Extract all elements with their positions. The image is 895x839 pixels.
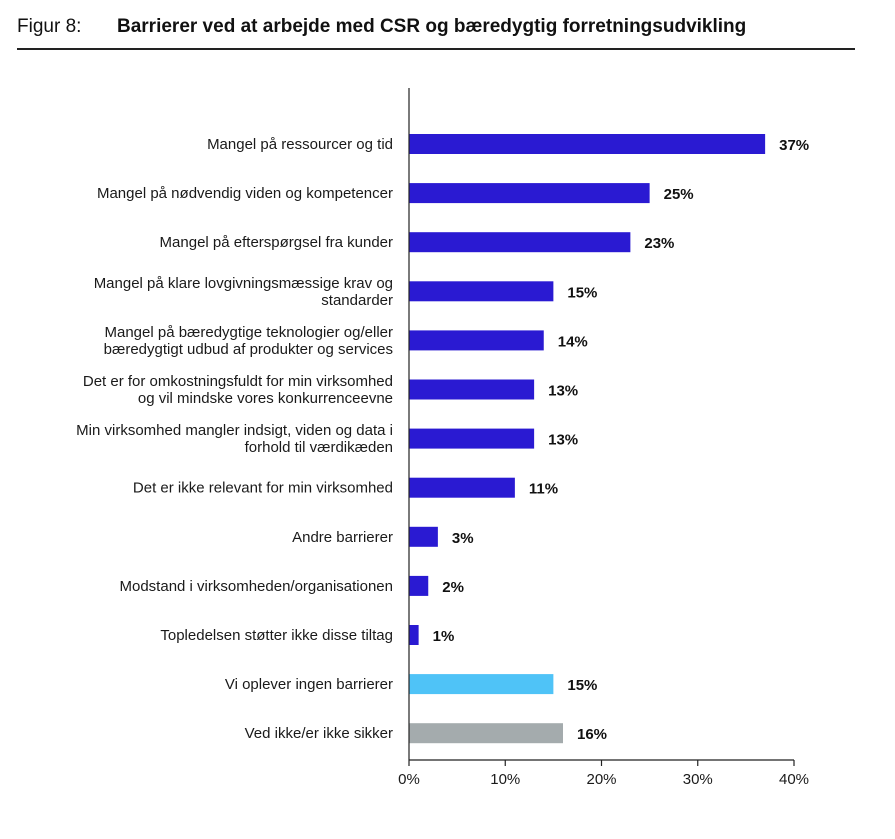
bar: [409, 281, 554, 302]
figure-label: Figur 8:: [17, 16, 82, 37]
x-tick-label: 20%: [586, 771, 616, 788]
category-label: forhold til værdikæden: [245, 439, 393, 456]
value-label: 15%: [567, 284, 597, 301]
category-label: Min virksomhed mangler indsigt, viden og…: [76, 422, 393, 439]
category-label: Topledelsen støtter ikke disse tiltag: [160, 627, 393, 644]
value-label: 16%: [577, 726, 607, 743]
category-label: Det er for omkostningsfuldt for min virk…: [83, 373, 393, 390]
category-label: bæredygtigt udbud af produkter og servic…: [104, 341, 393, 358]
bar: [409, 134, 766, 154]
value-label: 13%: [548, 432, 578, 449]
category-label: Andre barrierer: [292, 529, 393, 546]
bar: [409, 183, 650, 204]
value-label: 25%: [664, 186, 694, 203]
category-label: og vil mindske vores konkurrenceevne: [138, 390, 393, 407]
value-label: 14%: [558, 333, 588, 350]
value-label: 11%: [529, 481, 558, 498]
x-tick-label: 30%: [683, 771, 713, 788]
value-label: 2%: [442, 579, 464, 596]
bar: [409, 379, 535, 400]
value-label: 3%: [452, 530, 474, 547]
category-label: Mangel på klare lovgivningsmæssige krav …: [94, 275, 393, 292]
bar: [409, 526, 438, 547]
bar: [409, 428, 535, 449]
value-label: 23%: [644, 235, 674, 252]
bar: [409, 723, 563, 744]
category-label: standarder: [321, 292, 393, 309]
category-label: Det er ikke relevant for min virksomhed: [133, 480, 393, 497]
x-tick-label: 40%: [779, 771, 809, 788]
category-label: Mangel på bæredygtige teknologier og/ell…: [104, 324, 393, 341]
bar: [409, 477, 515, 498]
value-label: 13%: [548, 383, 578, 400]
category-label: Mangel på ressourcer og tid: [207, 136, 393, 153]
bar: [409, 575, 429, 596]
figure-title: Barrierer ved at arbejde med CSR og bære…: [117, 16, 747, 37]
bar: [409, 625, 419, 645]
category-label: Vi oplever ingen barrierer: [225, 676, 393, 693]
category-label: Modstand i virksomheden/organisationen: [120, 578, 394, 595]
value-label: 15%: [567, 677, 597, 694]
bar: [409, 674, 554, 695]
value-label: 1%: [433, 628, 455, 645]
category-label: Mangel på efterspørgsel fra kunder: [160, 234, 393, 251]
category-label: Mangel på nødvendig viden og kompetencer: [97, 185, 393, 202]
bar: [409, 232, 631, 253]
x-tick-label: 0%: [398, 771, 420, 788]
x-tick-label: 10%: [490, 771, 520, 788]
category-label: Ved ikke/er ikke sikker: [245, 725, 393, 742]
value-label: 37%: [779, 137, 809, 154]
bar: [409, 330, 544, 351]
figure-header: Figur 8: Barrierer ved at arbejde med CS…: [17, 14, 855, 50]
